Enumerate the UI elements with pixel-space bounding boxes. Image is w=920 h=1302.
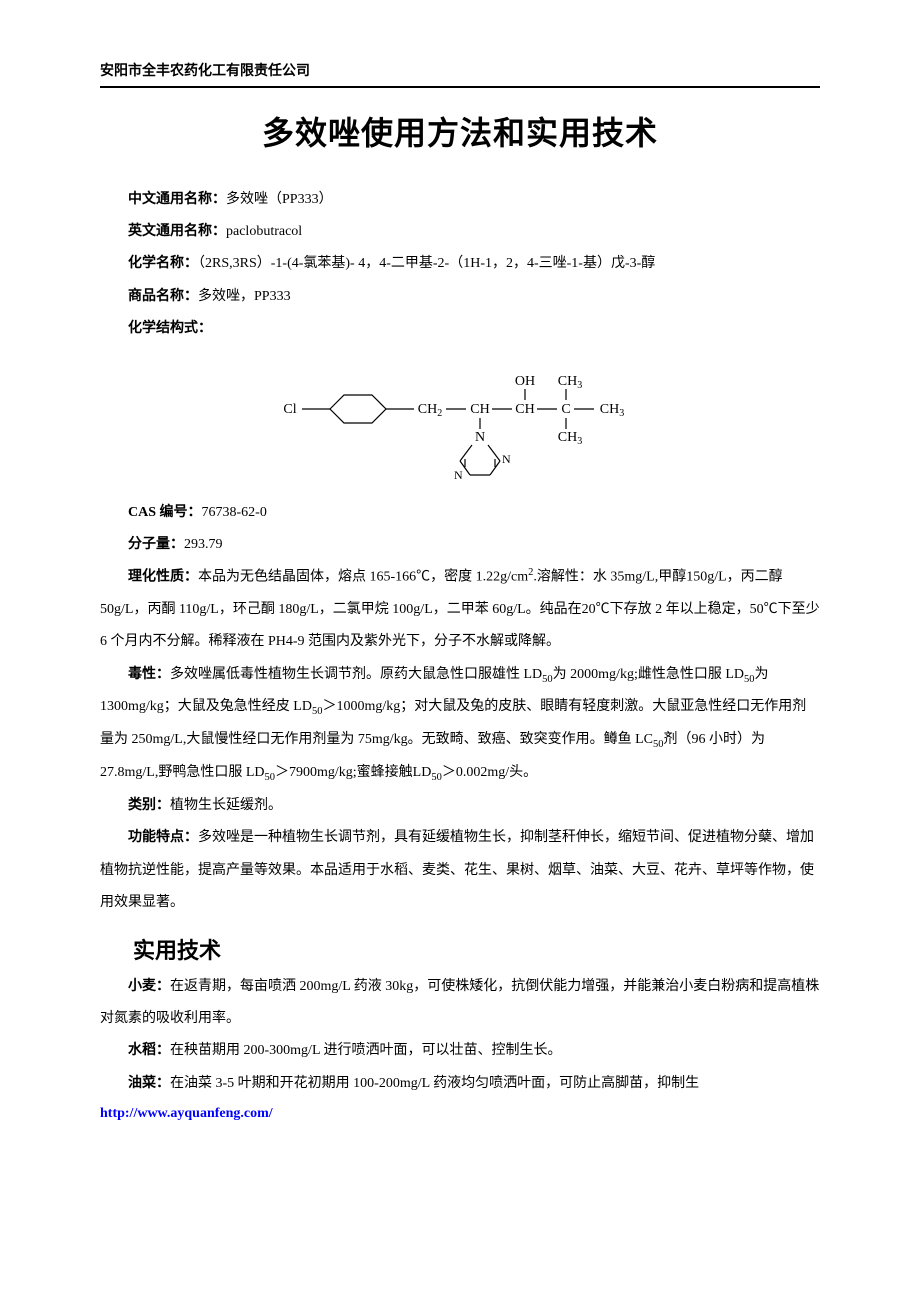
sub-50-2: 50 bbox=[744, 673, 755, 684]
company-header: 安阳市全丰农药化工有限责任公司 bbox=[100, 60, 820, 80]
field-cas: CAS 编号：76738-62-0 bbox=[100, 497, 820, 529]
field-toxicity: 毒性：多效唑属低毒性植物生长调节剂。原药大鼠急性口服雄性 LD50为 2000m… bbox=[100, 659, 820, 791]
sub-50-5: 50 bbox=[265, 772, 276, 783]
cl-atom: Cl bbox=[283, 402, 296, 417]
document-title: 多效唑使用方法和实用技术 bbox=[100, 108, 820, 154]
sub-50-1: 50 bbox=[542, 673, 553, 684]
tox-7: ＞0.002mg/头。 bbox=[442, 765, 537, 780]
cat-label: 类别： bbox=[128, 798, 170, 813]
tox-1: 多效唑属低毒性植物生长调节剂。原药大鼠急性口服雄性 LD bbox=[170, 667, 542, 682]
rice-label: 水稻： bbox=[128, 1043, 170, 1058]
en-name-label: 英文通用名称： bbox=[128, 224, 226, 239]
field-features: 功能特点：多效唑是一种植物生长调节剂，具有延缓植物生长，抑制茎秆伸长，缩短节间、… bbox=[100, 822, 820, 919]
svg-text:CH: CH bbox=[470, 402, 489, 417]
en-name-value: paclobutracol bbox=[226, 224, 302, 239]
trade-name-label: 商品名称： bbox=[128, 289, 198, 304]
feat-value: 多效唑是一种植物生长调节剂，具有延缓植物生长，抑制茎秆伸长，缩短节间、促进植物分… bbox=[100, 830, 814, 909]
cas-value: 76738-62-0 bbox=[202, 505, 267, 520]
svg-text:N: N bbox=[454, 468, 463, 482]
mw-value: 293.79 bbox=[184, 537, 223, 552]
field-structure-label: 化学结构式： bbox=[100, 313, 820, 345]
field-category: 类别：植物生长延缓剂。 bbox=[100, 790, 820, 822]
crop-rice: 水稻：在秧苗期用 200-300mg/L 进行喷洒叶面，可以壮苗、控制生长。 bbox=[100, 1035, 820, 1067]
svg-text:CH3: CH3 bbox=[558, 430, 582, 447]
svg-text:CH3: CH3 bbox=[600, 402, 624, 419]
svg-text:N: N bbox=[475, 430, 485, 445]
section-practical-title: 实用技术 bbox=[100, 933, 820, 965]
structure-svg: Cl CH2 CH CH OH C CH3 CH3 CH3 bbox=[270, 363, 650, 483]
header-rule bbox=[100, 86, 820, 88]
rape-label: 油菜： bbox=[128, 1076, 170, 1091]
mw-label: 分子量： bbox=[128, 537, 184, 552]
crop-wheat: 小麦：在返青期，每亩喷洒 200mg/L 药液 30kg，可使株矮化，抗倒伏能力… bbox=[100, 971, 820, 1035]
svg-text:C: C bbox=[561, 402, 570, 417]
chem-name-label: 化学名称： bbox=[128, 256, 198, 271]
rice-value: 在秧苗期用 200-300mg/L 进行喷洒叶面，可以壮苗、控制生长。 bbox=[170, 1043, 561, 1058]
tox-2: 为 2000mg/kg;雌性急性口服 LD bbox=[553, 667, 744, 682]
field-en-name: 英文通用名称：paclobutracol bbox=[100, 216, 820, 248]
svg-text:CH: CH bbox=[515, 402, 534, 417]
rape-value: 在油菜 3-5 叶期和开花初期用 100-200mg/L 药液均匀喷洒叶面，可防… bbox=[170, 1076, 699, 1091]
cas-label: CAS 编号： bbox=[128, 505, 202, 520]
tox-6: ＞7900mg/kg;蜜蜂接触LD bbox=[275, 765, 431, 780]
chem-name-value: （2RS,3RS）-1-(4-氯苯基)- 4，4-二甲基-2-（1H-1，2，4… bbox=[198, 256, 655, 271]
crop-rape: 油菜：在油菜 3-5 叶期和开花初期用 100-200mg/L 药液均匀喷洒叶面… bbox=[100, 1068, 820, 1100]
sub-50-6: 50 bbox=[431, 772, 442, 783]
structure-label: 化学结构式： bbox=[128, 321, 212, 336]
svg-text:CH3: CH3 bbox=[558, 374, 582, 391]
cn-name-value: 多效唑（PP333） bbox=[226, 192, 333, 207]
sub-50-4: 50 bbox=[653, 739, 664, 750]
wheat-value: 在返青期，每亩喷洒 200mg/L 药液 30kg，可使株矮化，抗倒伏能力增强，… bbox=[100, 979, 819, 1026]
footer-url[interactable]: http://www.ayquanfeng.com/ bbox=[100, 1106, 820, 1122]
field-physical: 理化性质：本品为无色结晶固体，熔点 165-166℃，密度 1.22g/cm2.… bbox=[100, 561, 820, 658]
field-chem-name: 化学名称：（2RS,3RS）-1-(4-氯苯基)- 4，4-二甲基-2-（1H-… bbox=[100, 248, 820, 280]
feat-label: 功能特点： bbox=[128, 830, 198, 845]
tox-label: 毒性： bbox=[128, 667, 170, 682]
trade-name-value: 多效唑，PP333 bbox=[198, 289, 291, 304]
svg-text:CH2: CH2 bbox=[418, 402, 442, 419]
wheat-label: 小麦： bbox=[128, 979, 170, 994]
chemical-structure-diagram: Cl CH2 CH CH OH C CH3 CH3 CH3 bbox=[100, 363, 820, 483]
phys-text-1: 本品为无色结晶固体，熔点 165-166℃，密度 1.22g/cm bbox=[198, 570, 528, 585]
field-trade-name: 商品名称：多效唑，PP333 bbox=[100, 281, 820, 313]
field-cn-name: 中文通用名称：多效唑（PP333） bbox=[100, 184, 820, 216]
svg-text:N: N bbox=[502, 452, 511, 466]
field-mw: 分子量：293.79 bbox=[100, 529, 820, 561]
sub-50-3: 50 bbox=[312, 706, 323, 717]
svg-text:OH: OH bbox=[515, 374, 535, 389]
phys-label: 理化性质： bbox=[128, 570, 198, 585]
cat-value: 植物生长延缓剂。 bbox=[170, 798, 282, 813]
cn-name-label: 中文通用名称： bbox=[128, 192, 226, 207]
